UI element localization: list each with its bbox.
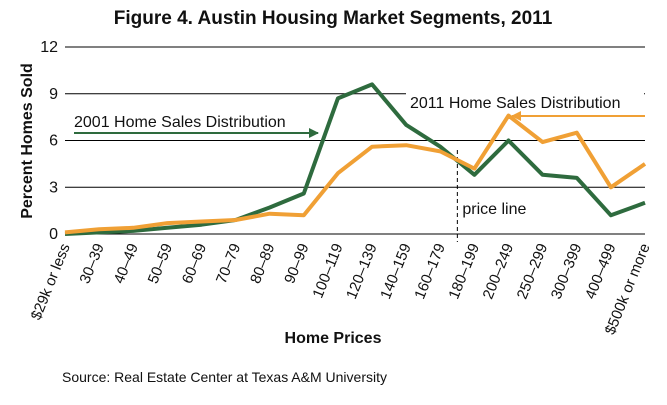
- x-tick-label: 80–89: [247, 241, 278, 286]
- series-line: [64, 113, 647, 235]
- y-tick-label: 12: [40, 39, 58, 56]
- source: Source: Real Estate Center at Texas A&M …: [62, 369, 387, 385]
- x-tick-label: $29k or less: [28, 241, 74, 322]
- price-line-label: price line: [462, 201, 526, 218]
- y-tick-label: 0: [49, 226, 58, 243]
- x-tick-label: 180–199: [445, 241, 483, 302]
- legend-bg: [70, 110, 310, 132]
- x-tick-label: 160–179: [411, 241, 449, 302]
- y-tick-label: 9: [49, 86, 58, 103]
- x-tick-label: 70–79: [213, 241, 244, 286]
- x-tick-label: 120–139: [343, 241, 381, 302]
- x-tick-label: 140–159: [377, 241, 415, 302]
- legend-label: 2001 Home Sales Distribution: [74, 114, 286, 131]
- x-tick-label: 250–299: [514, 241, 552, 302]
- x-tick-label: 60–69: [179, 241, 210, 286]
- x-tick-label: 300–399: [548, 241, 586, 302]
- legend-label: 2011 Home Sales Distribution: [410, 95, 620, 112]
- chart-title: Figure 4. Austin Housing Market Segments…: [114, 8, 553, 29]
- x-axis-label: Home Prices: [285, 330, 382, 347]
- x-tick-label: 50–59: [145, 241, 176, 286]
- x-tick-label: 100–119: [309, 241, 346, 300]
- x-tick-label: 40–49: [111, 241, 142, 286]
- x-tick-label: 200–249: [480, 241, 518, 302]
- x-tick-label: 400–499: [582, 241, 620, 302]
- x-tick-label: 30–39: [76, 241, 107, 286]
- legend-bg: [406, 92, 644, 112]
- y-axis-label: Percent Homes Sold: [19, 63, 36, 219]
- y-tick-label: 3: [49, 179, 58, 196]
- y-tick-label: 6: [49, 133, 58, 150]
- x-tick-label: 90–99: [281, 241, 312, 286]
- series-line: [64, 82, 646, 236]
